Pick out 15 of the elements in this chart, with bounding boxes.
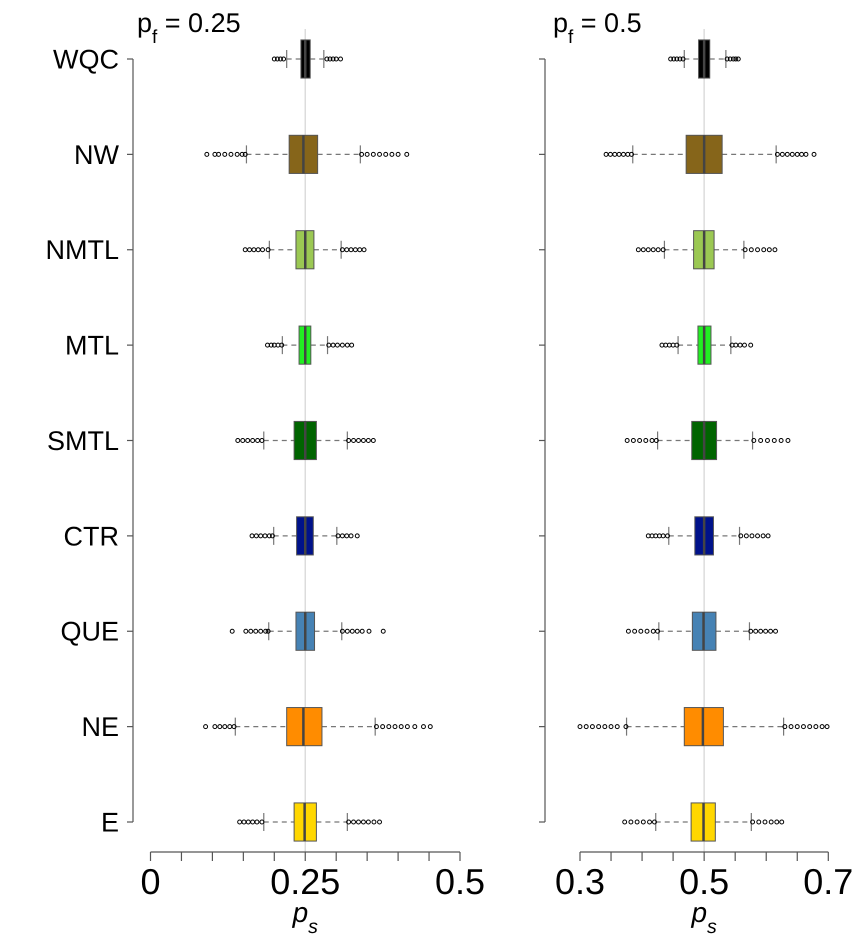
y-tick-label: NMTL	[46, 235, 119, 266]
x-tick-label: 0.5	[434, 861, 486, 902]
y-tick-label: SMTL	[46, 426, 119, 456]
y-tick-label: NW	[74, 140, 120, 170]
x-tick-label: 0	[140, 861, 161, 902]
y-tick-label: WQC	[53, 44, 119, 74]
chart-title: p$_{f}$ = 0.5	[553, 8, 642, 48]
chart-title: p$_{f}$ = 0.25	[137, 8, 241, 48]
x-tick-label: 0.7	[803, 861, 854, 902]
y-tick-label: CTR	[64, 521, 119, 552]
y-tick-label: NE	[81, 712, 119, 742]
y-tick-label: MTL	[65, 330, 119, 361]
y-tick-label: E	[100, 807, 119, 838]
y-tick-label: QUE	[60, 616, 119, 647]
x-tick-label: 0.3	[554, 861, 606, 902]
